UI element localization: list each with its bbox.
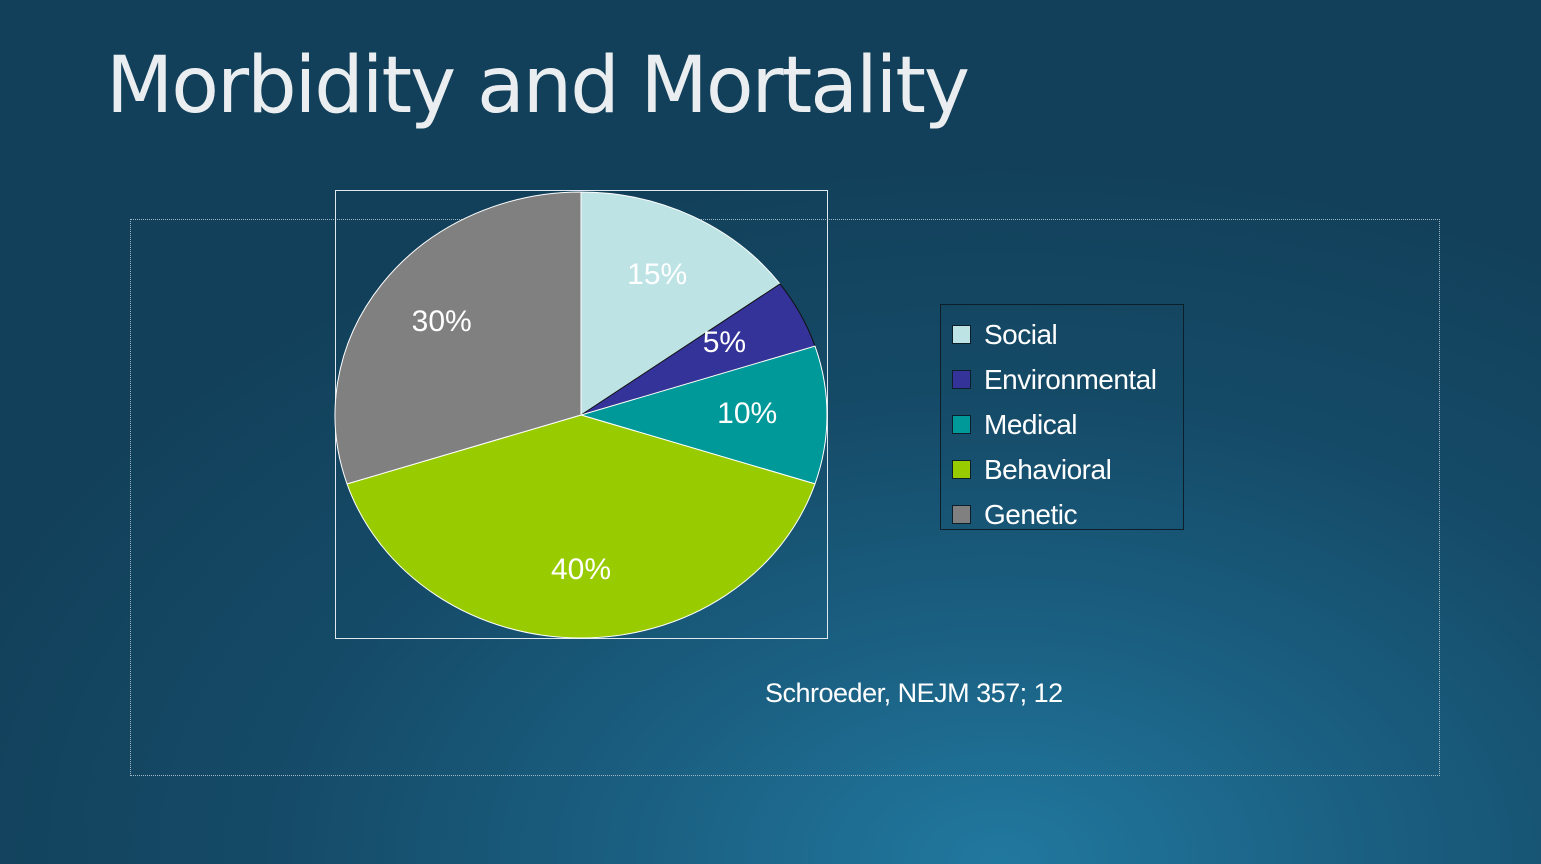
- legend-label-genetic: Genetic: [984, 498, 1078, 530]
- legend-swatch-environmental: [952, 370, 971, 389]
- legend-item-genetic: Genetic: [941, 492, 1183, 537]
- pie-slice-social: [580, 191, 781, 416]
- legend-swatch-social: [952, 325, 971, 344]
- data-label-social: 15%: [627, 258, 687, 291]
- legend-item-social: Social: [941, 312, 1183, 357]
- data-label-medical: 10%: [717, 397, 777, 430]
- pie-data-labels: 15% 5% 10% 40% 30%: [412, 258, 778, 586]
- legend-swatch-medical: [952, 415, 971, 434]
- legend-label-behavioral: Behavioral: [984, 453, 1112, 485]
- legend-item-behavioral: Behavioral: [941, 447, 1183, 492]
- legend-label-social: Social: [984, 318, 1058, 350]
- legend-label-environmental: Environmental: [984, 363, 1157, 395]
- data-label-genetic: 30%: [412, 305, 472, 338]
- pie-slice-behavioral: [346, 414, 816, 639]
- data-label-environmental: 5%: [703, 326, 746, 359]
- legend-label-medical: Medical: [984, 408, 1077, 440]
- source-citation: Schroeder, NEJM 357; 12: [765, 678, 1063, 708]
- legend-swatch-genetic: [952, 505, 971, 524]
- legend-item-environmental: Environmental: [941, 357, 1183, 402]
- content-placeholder: [130, 219, 1440, 776]
- pie-slices: [334, 191, 828, 639]
- slide-title: Morbidity and Mortality: [106, 41, 970, 131]
- data-label-behavioral: 40%: [551, 553, 611, 586]
- pie-slice-medical: [580, 345, 828, 485]
- pie-slice-genetic: [334, 191, 582, 485]
- legend-swatch-behavioral: [952, 460, 971, 479]
- legend-item-medical: Medical: [941, 402, 1183, 447]
- chart-legend: Social Environmental Medical Behavioral …: [940, 304, 1184, 530]
